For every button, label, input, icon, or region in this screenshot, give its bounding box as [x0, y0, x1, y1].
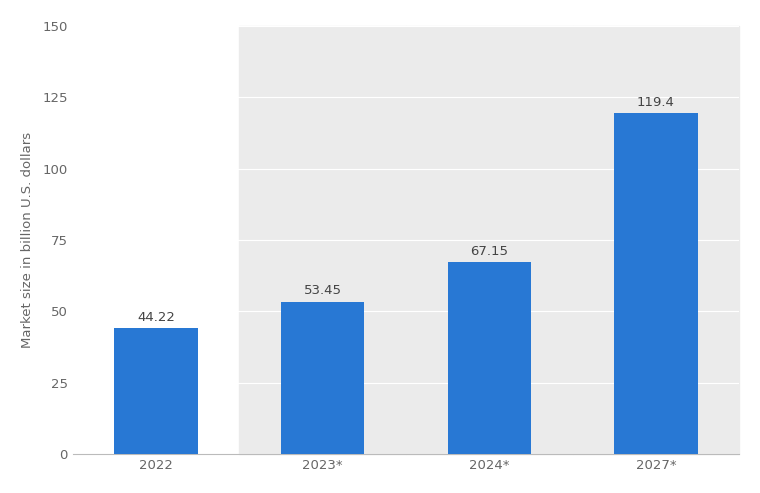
Bar: [239, 26, 406, 455]
Bar: [448, 262, 530, 455]
Bar: [281, 302, 364, 455]
Y-axis label: Market size in billion U.S. dollars: Market size in billion U.S. dollars: [21, 132, 34, 348]
Bar: [614, 113, 698, 455]
Bar: [572, 26, 739, 455]
Text: 67.15: 67.15: [470, 245, 508, 258]
Bar: [114, 328, 198, 455]
Text: 53.45: 53.45: [303, 284, 341, 297]
Text: 119.4: 119.4: [637, 96, 675, 109]
Text: 44.22: 44.22: [137, 311, 175, 324]
Bar: [406, 26, 572, 455]
